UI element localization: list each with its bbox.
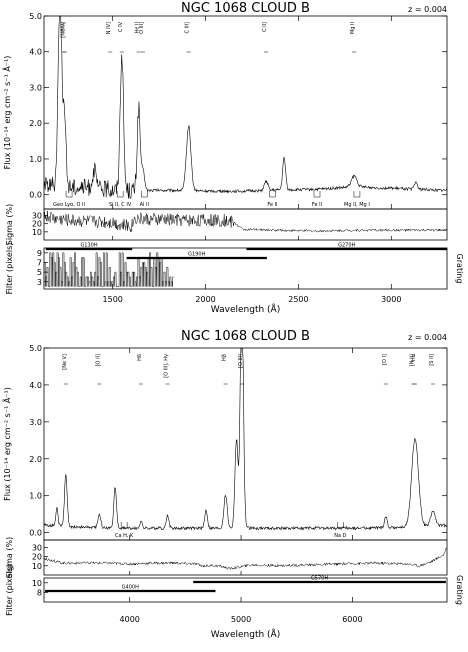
absorption-marker	[65, 191, 73, 198]
panel-1: NGC 1068 CLOUD B z = 0.004 0.0 1.0 2.0 3.0 4.0…	[1, 1, 464, 315]
absorption-marker	[269, 191, 276, 198]
emission-line-label: [Ne V]	[62, 354, 68, 370]
absorption-marker	[337, 522, 344, 529]
emission-line-label: Hβ	[222, 354, 228, 361]
flux-ytick-label: 4.0	[29, 48, 42, 57]
xtick-label: 2500	[288, 295, 308, 304]
emission-line-label: C III]	[185, 22, 191, 34]
emission-line-label: [N II]	[409, 354, 415, 366]
emission-line-label: C IV	[118, 21, 124, 32]
sigma-frame	[43, 539, 448, 576]
grating-axis-label: Grating	[455, 254, 464, 284]
emission-line-label: N IV]	[106, 22, 112, 34]
emission-line-label: He II	[135, 22, 141, 33]
panel-2: NGC 1068 CLOUD B z = 0.004 0.0 1.0 2.0 3.0 4.0…	[1, 329, 464, 640]
chart-title: NGC 1068 CLOUD B	[181, 329, 310, 344]
sigma-ytick-label: 30	[32, 543, 42, 552]
emission-line-label: Hδ	[137, 354, 143, 361]
redshift-label: z = 0.004	[408, 5, 447, 14]
grating-label: G570H	[311, 576, 328, 582]
sigma-ytick-label: 20	[32, 553, 42, 562]
flux-frame	[43, 15, 448, 210]
flux-ytick-label: 1.0	[29, 492, 42, 501]
emission-line-label: [Ne V]	[60, 22, 66, 38]
flux-ytick-label: 3.0	[29, 418, 42, 427]
absorption-label: Fe II	[267, 202, 277, 208]
flux-series-line	[43, 15, 448, 199]
flux-ytick-label: 0.0	[29, 191, 42, 200]
chart-title: NGC 1068 CLOUD B	[181, 1, 310, 16]
sigma-ytick-label: 20	[32, 220, 42, 229]
flux-ytick-label: 4.0	[29, 381, 42, 390]
absorption-label: Si II, C IV	[109, 202, 132, 208]
absorption-marker	[353, 191, 361, 198]
emission-line-label: Mg II	[350, 22, 356, 34]
xtick-label: 1500	[103, 295, 123, 304]
sigma-series-line	[43, 547, 448, 570]
filter-axis-label: Filter (pixels)	[5, 243, 14, 295]
sigma-ytick-label: 30	[32, 212, 42, 221]
xtick-label: 4000	[120, 615, 140, 624]
emission-line-label: [O III], Hγ	[164, 354, 170, 378]
sigma-ytick-label: 10	[32, 228, 42, 237]
filter-ytick-label: 8	[37, 588, 42, 597]
flux-axis-label: Flux (10⁻¹⁴ erg cm⁻² s⁻¹ Å⁻¹)	[1, 56, 12, 170]
sigma-series-line	[43, 210, 448, 233]
sigma-axis-label: Sigma (%)	[5, 537, 14, 578]
flux-ytick-label: 2.0	[29, 455, 42, 464]
sigma-frame	[43, 208, 448, 241]
redshift-label: z = 0.004	[408, 333, 447, 342]
filter-ytick-label: 10	[32, 579, 42, 588]
filter-ytick-label: 7	[37, 258, 42, 267]
grating-axis-label: Grating	[455, 575, 464, 605]
flux-ytick-label: 5.0	[29, 344, 42, 353]
filter-frame	[43, 577, 448, 603]
emission-line-label: [O I]	[382, 354, 388, 365]
grating-label: G400H	[122, 585, 139, 591]
flux-ytick-label: 5.0	[29, 12, 42, 21]
emission-line-label: N V	[60, 21, 66, 30]
sigma-ytick-label: 10	[32, 562, 42, 571]
flux-ytick-label: 3.0	[29, 83, 42, 92]
absorption-label: Ca H, K	[115, 533, 134, 539]
xtick-label: 6000	[342, 615, 362, 624]
absorption-label: Na D	[334, 533, 346, 539]
flux-axis-label: Flux (10⁻¹⁴ erg cm⁻² s⁻¹ Å⁻¹)	[1, 387, 12, 501]
x-axis-label: Wavelength (Å)	[211, 303, 280, 315]
filter-ytick-label: 9	[37, 249, 42, 258]
flux-series-line	[43, 347, 448, 531]
xtick-label: 2000	[195, 295, 215, 304]
filter-ytick-label: 5	[37, 268, 42, 277]
absorption-marker	[313, 191, 321, 198]
xtick-label: 3000	[381, 295, 401, 304]
absorption-label: Mg II, Mg I	[344, 202, 370, 208]
emission-line-label: C II]	[262, 22, 268, 32]
absorption-marker	[141, 191, 148, 198]
emission-line-label: Hα	[411, 353, 417, 361]
xtick-label: 5000	[231, 615, 251, 624]
emission-line-label: [O II]	[95, 354, 101, 366]
flux-ytick-label: 2.0	[29, 119, 42, 128]
flux-ytick-label: 1.0	[29, 155, 42, 164]
sigma-axis-label: Sigma (%)	[5, 204, 14, 245]
filter-ytick-label: 3	[37, 278, 42, 287]
x-axis-label: Wavelength (Å)	[211, 628, 280, 640]
flux-ytick-label: 0.0	[29, 529, 42, 538]
absorption-label: Fe II	[312, 202, 322, 208]
emission-line-label: O III]	[139, 22, 145, 34]
filter-series-line	[43, 252, 174, 287]
absorption-marker	[116, 191, 124, 198]
emission-line-label: [S II]	[429, 354, 435, 366]
absorption-label: Al II	[140, 202, 149, 208]
grating-label: G130H	[80, 243, 97, 249]
filter-axis-label: Filter (pixels)	[5, 564, 14, 616]
absorption-label: Geo Lyα, O II	[53, 202, 85, 208]
absorption-marker	[120, 522, 128, 529]
grating-label: G190H	[188, 252, 205, 258]
emission-line-label: [O III]	[238, 354, 244, 368]
grating-label: G270H	[338, 243, 355, 249]
